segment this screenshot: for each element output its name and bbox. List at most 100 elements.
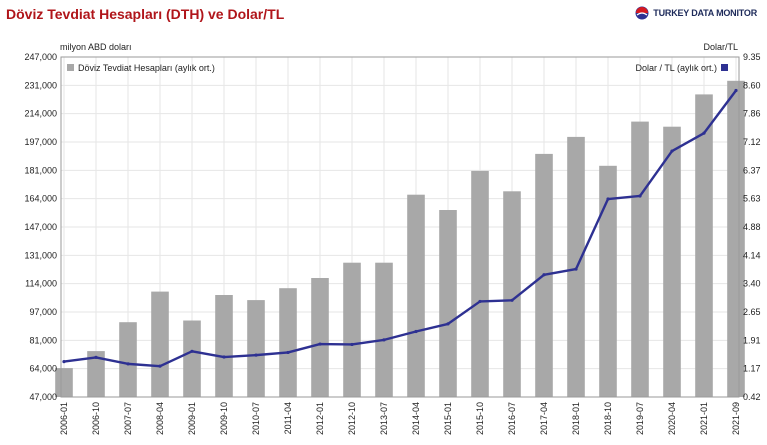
usdtry-point: [606, 197, 610, 201]
axes: [60, 56, 740, 398]
usdtry-point: [286, 350, 290, 355]
x-tick-label: 2021-01: [699, 402, 709, 435]
brand-globe-icon: [635, 6, 649, 20]
x-tick-label: 2009-10: [219, 402, 229, 435]
usdtry-point: [94, 355, 98, 359]
left-tick-label: 164,000: [24, 194, 57, 204]
x-tick-label: 2020-04: [667, 402, 677, 435]
usdtry-point: [574, 267, 578, 271]
x-tick-label: 2018-10: [603, 402, 613, 435]
plot-frame: [60, 56, 740, 398]
dth-bar: [151, 291, 169, 397]
usdtry-point: [510, 298, 514, 302]
x-tick-label: 2007-07: [123, 402, 133, 435]
dth-bar: [663, 126, 681, 397]
chart-title: Döviz Tevdiat Hesapları (DTH) ve Dolar/T…: [6, 6, 285, 22]
left-tick-label: 197,000: [24, 137, 57, 147]
x-tick-label: 2019-07: [635, 402, 645, 435]
x-tick-label: 2015-10: [475, 402, 485, 435]
left-tick-label: 131,000: [24, 250, 57, 260]
dth-bar: [183, 320, 201, 397]
usdtry-point: [702, 131, 706, 135]
left-tick-label: 214,000: [24, 109, 57, 119]
dth-bar: [631, 121, 649, 397]
usdtry-point: [62, 359, 66, 364]
dth-bar: [471, 170, 489, 397]
dth-bars: [55, 80, 745, 398]
x-tick-label: 2012-01: [315, 402, 325, 435]
right-tick-label: 1.17: [743, 364, 761, 374]
x-tick-label: 2009-01: [187, 402, 197, 435]
legend-bar-label: Döviz Tevdiat Hesapları (aylık ort.): [78, 63, 215, 73]
x-tick-label: 2021-09: [731, 402, 741, 435]
brand-name: TURKEY DATA MONITOR: [653, 8, 757, 18]
x-tick-label: 2014-04: [411, 402, 421, 435]
x-tick-label: 2006-10: [91, 402, 101, 435]
usdtry-point: [734, 88, 738, 93]
dth-bar: [695, 94, 713, 398]
dth-bar: [87, 351, 105, 397]
usdtry-line-path: [62, 89, 738, 368]
left-tick-label: 147,000: [24, 222, 57, 232]
right-tick-label: 1.91: [743, 335, 761, 345]
x-tick-label: 2006-01: [59, 402, 69, 435]
x-tick-label: 2012-10: [347, 402, 357, 435]
left-tick-label: 97,000: [29, 307, 57, 317]
right-tick-label: 7.86: [743, 109, 761, 119]
legend-bar-swatch: [67, 64, 74, 71]
dth-bar: [55, 368, 73, 397]
dth-bar: [599, 165, 617, 397]
dth-bar: [439, 210, 457, 397]
left-tick-label: 47,000: [29, 392, 57, 402]
left-axis-title: milyon ABD doları: [60, 42, 132, 52]
dth-bar: [727, 80, 745, 398]
usdtry-point: [446, 322, 450, 326]
usdtry-line: [62, 88, 738, 368]
right-tick-label: 0.42: [743, 392, 761, 402]
x-tick-label: 2011-04: [283, 402, 293, 434]
left-tick-label: 81,000: [29, 335, 57, 345]
usdtry-point: [254, 353, 258, 357]
right-tick-label: 8.60: [743, 80, 761, 90]
dth-bar: [343, 262, 361, 397]
x-axis-ticks: 2006-01 2006-10 2007-07 2008-04 2009-01 2009-…: [59, 402, 741, 435]
usdtry-point: [190, 349, 194, 353]
left-tick-label: 114,000: [25, 279, 57, 289]
dth-bar: [407, 194, 425, 397]
left-axis-ticks: 247,000 231,000 214,000 197,000 181,000 164,0…: [24, 52, 57, 402]
left-tick-label: 181,000: [24, 165, 57, 175]
usdtry-point: [382, 338, 386, 342]
right-tick-label: 3.40: [743, 279, 761, 289]
usdtry-point: [222, 355, 226, 359]
usdtry-point: [542, 273, 546, 277]
dth-bar: [247, 300, 265, 397]
usdtry-point: [350, 342, 354, 347]
usdtry-point: [414, 329, 418, 334]
legend-line-label: Dolar / TL (aylık ort.): [635, 63, 717, 73]
usdtry-point: [126, 362, 130, 366]
right-tick-label: 9.35: [743, 52, 761, 62]
dth-bar: [215, 295, 233, 397]
left-tick-label: 247,000: [24, 52, 57, 62]
right-tick-label: 7.12: [743, 137, 761, 147]
right-tick-label: 5.63: [743, 194, 761, 204]
right-axis-title: Dolar/TL: [703, 42, 738, 52]
usdtry-point: [158, 364, 162, 368]
right-tick-label: 6.37: [743, 165, 761, 175]
left-tick-label: 64,000: [29, 364, 57, 374]
right-tick-label: 4.14: [743, 250, 761, 260]
x-tick-label: 2010-07: [251, 402, 261, 435]
usdtry-point: [638, 194, 642, 198]
legend: Döviz Tevdiat Hesapları (aylık ort.) Dol…: [67, 63, 728, 73]
right-axis-ticks: 9.35 8.60 7.86 7.12 6.37 5.63 4.88 4.14 3.40 2.65…: [743, 52, 761, 402]
usdtry-point: [318, 342, 322, 346]
left-tick-label: 231,000: [24, 80, 57, 90]
dth-bar: [119, 322, 137, 397]
dth-bar: [279, 288, 297, 397]
dth-bar: [311, 278, 329, 397]
usdtry-point: [478, 299, 482, 304]
legend-line-swatch: [721, 64, 728, 71]
x-tick-label: 2013-07: [379, 402, 389, 435]
right-tick-label: 2.65: [743, 307, 761, 317]
